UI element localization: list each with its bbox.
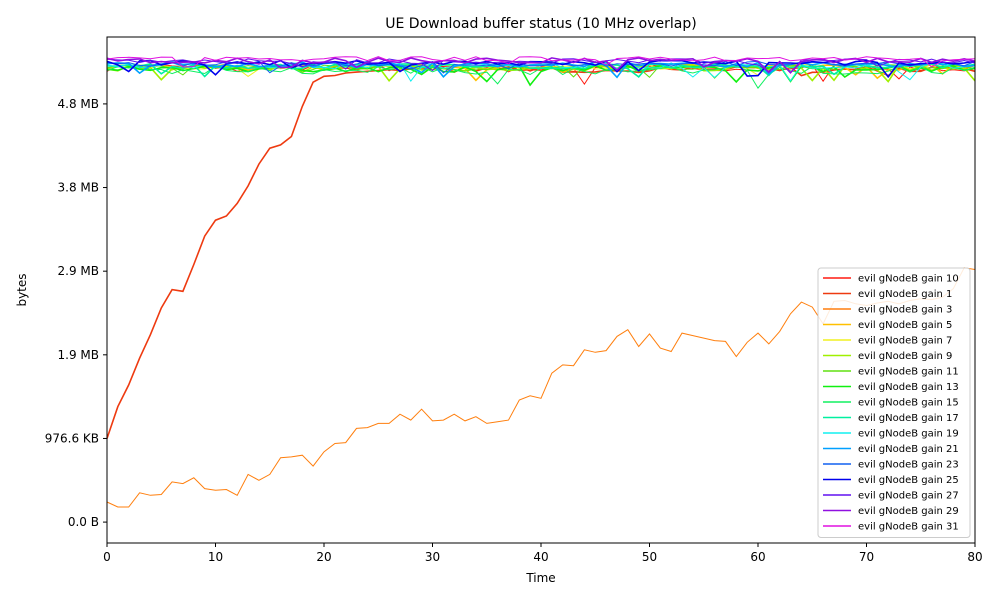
x-tick-label: 20 xyxy=(316,550,331,564)
y-axis-title: bytes xyxy=(15,273,29,306)
y-tick-label: 4.8 MB xyxy=(58,97,99,111)
legend-label: evil gNodeB gain 19 xyxy=(858,429,959,440)
y-axis-ticks: 0.0 B 976.6 KB 1.9 MB 2.9 MB 3.8 MB 4.8 MB xyxy=(45,97,107,529)
legend-label: evil gNodeB gain 1 xyxy=(858,289,952,300)
y-tick-label: 2.9 MB xyxy=(58,264,99,278)
legend-label: evil gNodeB gain 11 xyxy=(858,367,959,378)
legend-label: evil gNodeB gain 21 xyxy=(858,444,959,455)
legend-label: evil gNodeB gain 17 xyxy=(858,413,959,424)
series-line xyxy=(106,62,976,78)
x-axis-ticks: 0 10 20 30 40 50 60 70 80 xyxy=(103,543,983,564)
y-tick-label: 0.0 B xyxy=(68,515,99,529)
legend-label: evil gNodeB gain 3 xyxy=(858,305,952,316)
legend-label: evil gNodeB gain 23 xyxy=(858,460,959,471)
legend-label: evil gNodeB gain 13 xyxy=(858,382,959,393)
x-tick-label: 10 xyxy=(208,550,223,564)
x-tick-label: 60 xyxy=(750,550,765,564)
legend-box xyxy=(817,267,971,538)
y-tick-label: 3.8 MB xyxy=(58,181,99,195)
legend-label: evil gNodeB gain 25 xyxy=(858,475,959,486)
x-axis-title: Time xyxy=(525,571,555,585)
x-tick-label: 30 xyxy=(425,550,440,564)
legend-label: evil gNodeB gain 7 xyxy=(858,336,952,347)
plot-lines xyxy=(106,56,976,508)
legend-label: evil gNodeB gain 5 xyxy=(858,320,952,331)
series-line xyxy=(106,57,976,74)
y-tick-label: 1.9 MB xyxy=(58,348,99,362)
chart-title: UE Download buffer status (10 MHz overla… xyxy=(385,16,696,32)
legend-label: evil gNodeB gain 31 xyxy=(858,522,959,533)
x-tick-label: 0 xyxy=(103,550,111,564)
legend-label: evil gNodeB gain 27 xyxy=(858,491,959,502)
legend: evil gNodeB gain 10 evil gNodeB gain 1 evi… xyxy=(817,267,971,538)
x-tick-label: 40 xyxy=(533,550,548,564)
x-tick-label: 50 xyxy=(642,550,657,564)
x-tick-label: 70 xyxy=(859,550,874,564)
legend-label: evil gNodeB gain 9 xyxy=(858,351,952,362)
x-tick-label: 80 xyxy=(967,550,982,564)
legend-label: evil gNodeB gain 29 xyxy=(858,506,959,517)
legend-label: evil gNodeB gain 10 xyxy=(858,274,959,285)
series-line xyxy=(106,56,976,68)
y-tick-label: 976.6 KB xyxy=(45,431,99,445)
legend-label: evil gNodeB gain 15 xyxy=(858,398,959,409)
